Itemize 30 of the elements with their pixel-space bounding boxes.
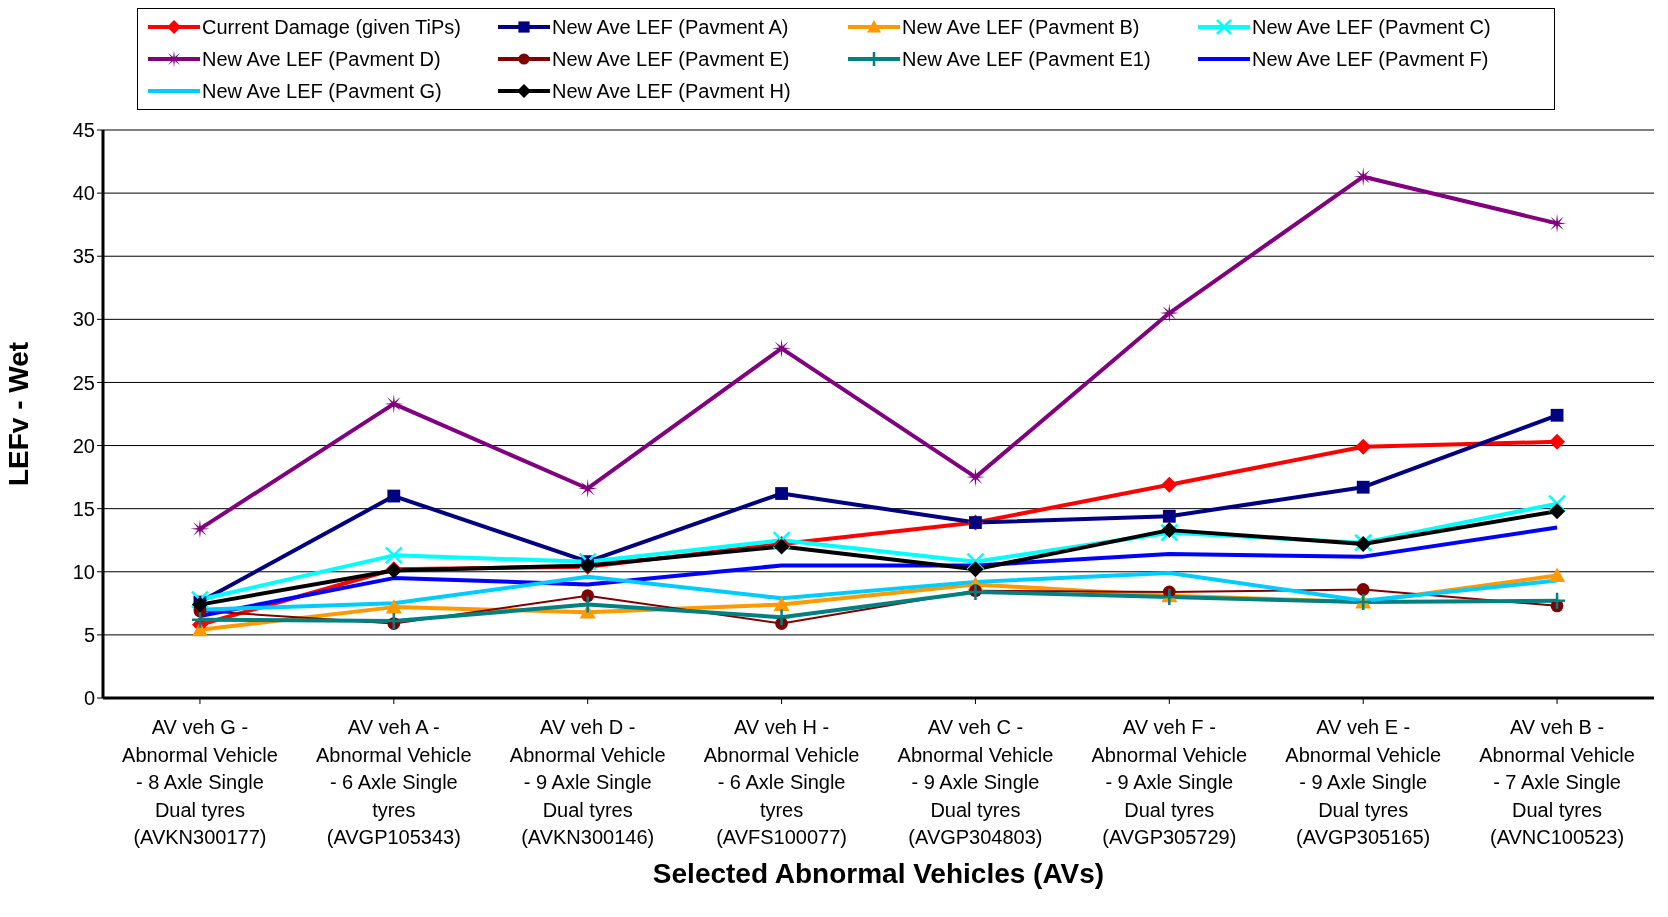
legend-label: New Ave LEF (Pavment B)	[902, 15, 1140, 39]
legend-label: Current Damage (given TiPs)	[202, 15, 461, 39]
legend-label: New Ave LEF (Pavment C)	[1252, 15, 1491, 39]
x-tick-label: AV veh H - Abnormal Vehicle - 6 Axle Single tyres (AVFS100077)	[703, 716, 860, 848]
y-axis-title: LEFv - Wet	[2, 341, 34, 487]
x-axis-title: Selected Abnormal Vehicles (AVs)	[652, 858, 1105, 889]
x-tick-label: AV veh G - Abnormal Vehicle - 8 Axle Single Dual tyres (AVKN300177)	[122, 716, 278, 848]
y-tick-label: 0	[83, 687, 95, 710]
y-tick-label: 5	[83, 623, 95, 646]
legend-label: New Ave LEF (Pavment E)	[552, 47, 790, 71]
y-tick-label: 45	[72, 119, 95, 142]
x-tick-label: AV veh B - Abnormal Vehicle - 7 Axle Single Dual tyres (AVNC100523)	[1479, 716, 1635, 848]
x-tick-label: AV veh E - Abnormal Vehicle - 9 Axle Single Dual tyres (AVGP305165)	[1285, 716, 1442, 848]
y-tick-label: 30	[72, 308, 95, 331]
x-tick-label: AV veh C - Abnormal Vehicle - 9 Axle Single Dual tyres (AVGP304803)	[897, 716, 1054, 848]
y-tick-label: 20	[72, 434, 95, 457]
legend-label: New Ave LEF (Pavment D)	[202, 47, 441, 71]
y-tick-label: 10	[72, 560, 95, 583]
legend-label: New Ave LEF (Pavment A)	[552, 15, 789, 39]
x-tick-label: AV veh F - Abnormal Vehicle - 9 Axle Single Dual tyres (AVGP305729)	[1091, 716, 1248, 848]
legend-label: New Ave LEF (Pavment G)	[202, 79, 442, 103]
y-tick-label: 35	[72, 245, 95, 268]
x-tick-label: AV veh A - Abnormal Vehicle - 6 Axle Single tyres (AVGP105343)	[315, 716, 472, 848]
legend-label: New Ave LEF (Pavment F)	[1252, 47, 1489, 71]
legend-label: New Ave LEF (Pavment E1)	[902, 47, 1151, 71]
y-tick-label: 15	[72, 497, 95, 520]
y-tick-label: 40	[72, 182, 95, 205]
y-tick-label: 25	[72, 371, 95, 394]
legend-label: New Ave LEF (Pavment H)	[552, 79, 791, 103]
x-tick-label: AV veh D - Abnormal Vehicle - 9 Axle Single Dual tyres (AVKN300146)	[509, 716, 666, 848]
